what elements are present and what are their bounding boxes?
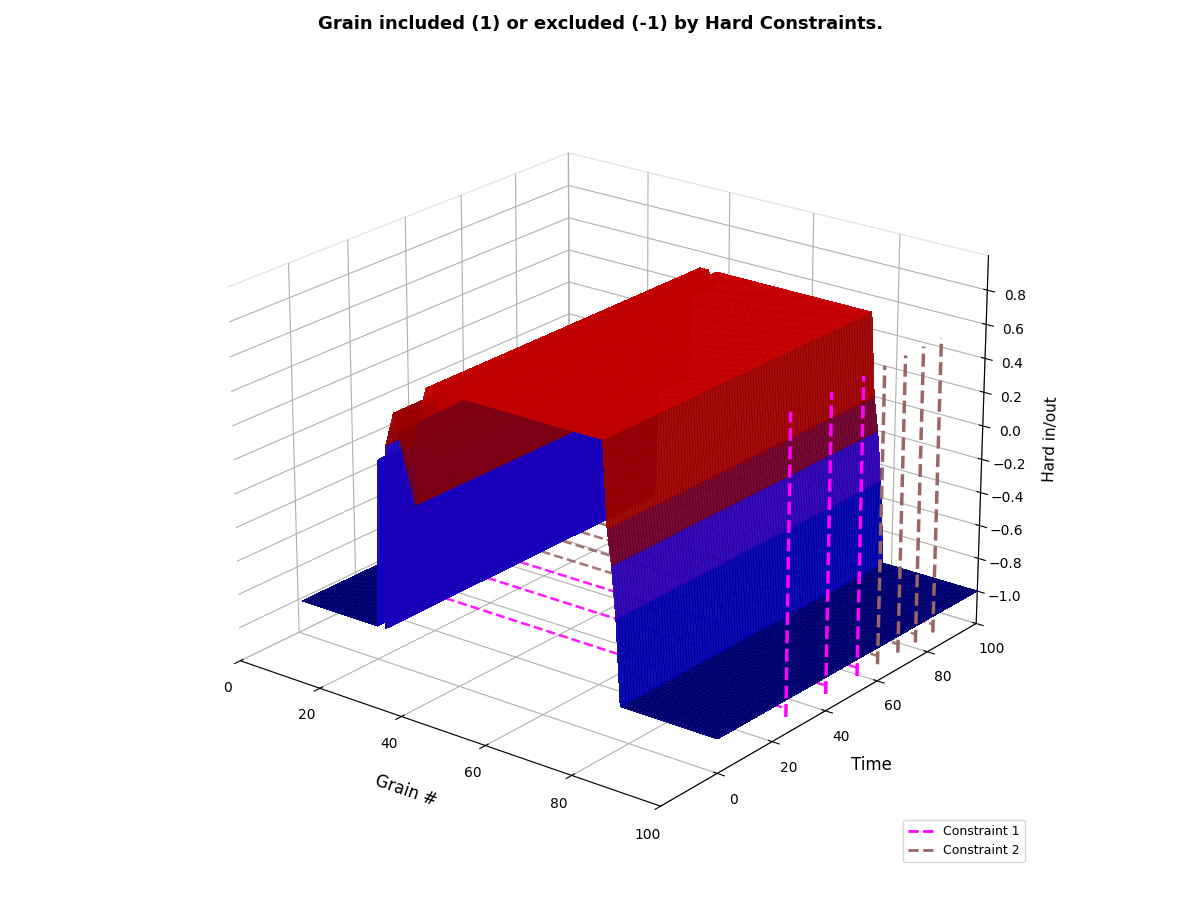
Title: Grain included (1) or excluded (-1) by Hard Constraints.: Grain included (1) or excluded (-1) by H… — [318, 15, 883, 33]
Y-axis label: Time: Time — [852, 756, 892, 774]
X-axis label: Grain #: Grain # — [372, 771, 440, 809]
Legend: Constraint 1, Constraint 2: Constraint 1, Constraint 2 — [903, 820, 1024, 862]
